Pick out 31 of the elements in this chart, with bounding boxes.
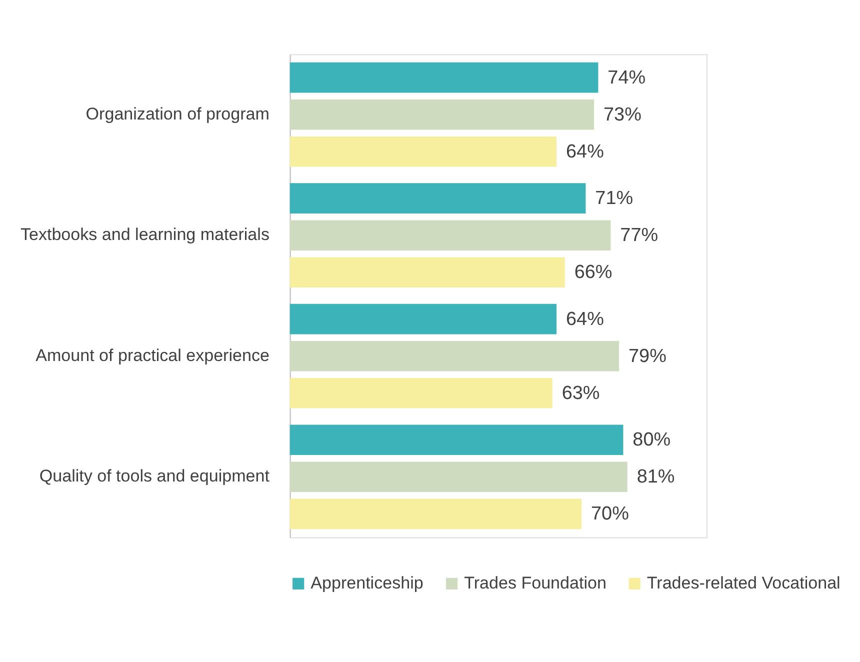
y-tick-label: Organization of program [86,104,270,124]
data-label: 64% [566,141,604,162]
data-label: 77% [620,225,658,246]
legend-label: Apprenticeship [310,573,424,592]
data-label: 66% [574,262,612,284]
legend-label: Trades-related Vocational [646,573,840,592]
bar [290,99,594,130]
bar [290,183,586,214]
data-label: 79% [628,346,667,367]
data-label: 73% [604,104,642,126]
data-label: 81% [636,466,675,488]
bar [290,462,628,492]
data-label: 80% [632,430,671,451]
data-label: 64% [566,308,604,330]
data-label: 70% [591,504,630,525]
data-label: 63% [562,382,600,404]
bar [290,378,552,408]
bar [290,136,557,167]
bar [290,304,557,334]
legend-label: Trades Foundation [464,573,606,592]
y-tick-label: Quality of tools and equipment [39,466,270,486]
bar [290,340,620,372]
bar [290,220,611,251]
data-label: 74% [608,67,646,88]
bar [290,257,565,288]
y-tick-label: Amount of practical experience [36,346,270,365]
bar [290,498,582,530]
bar [290,424,624,455]
bar [290,62,598,93]
y-tick-label: Textbooks and learning materials [20,225,270,244]
data-label: 71% [595,188,634,210]
